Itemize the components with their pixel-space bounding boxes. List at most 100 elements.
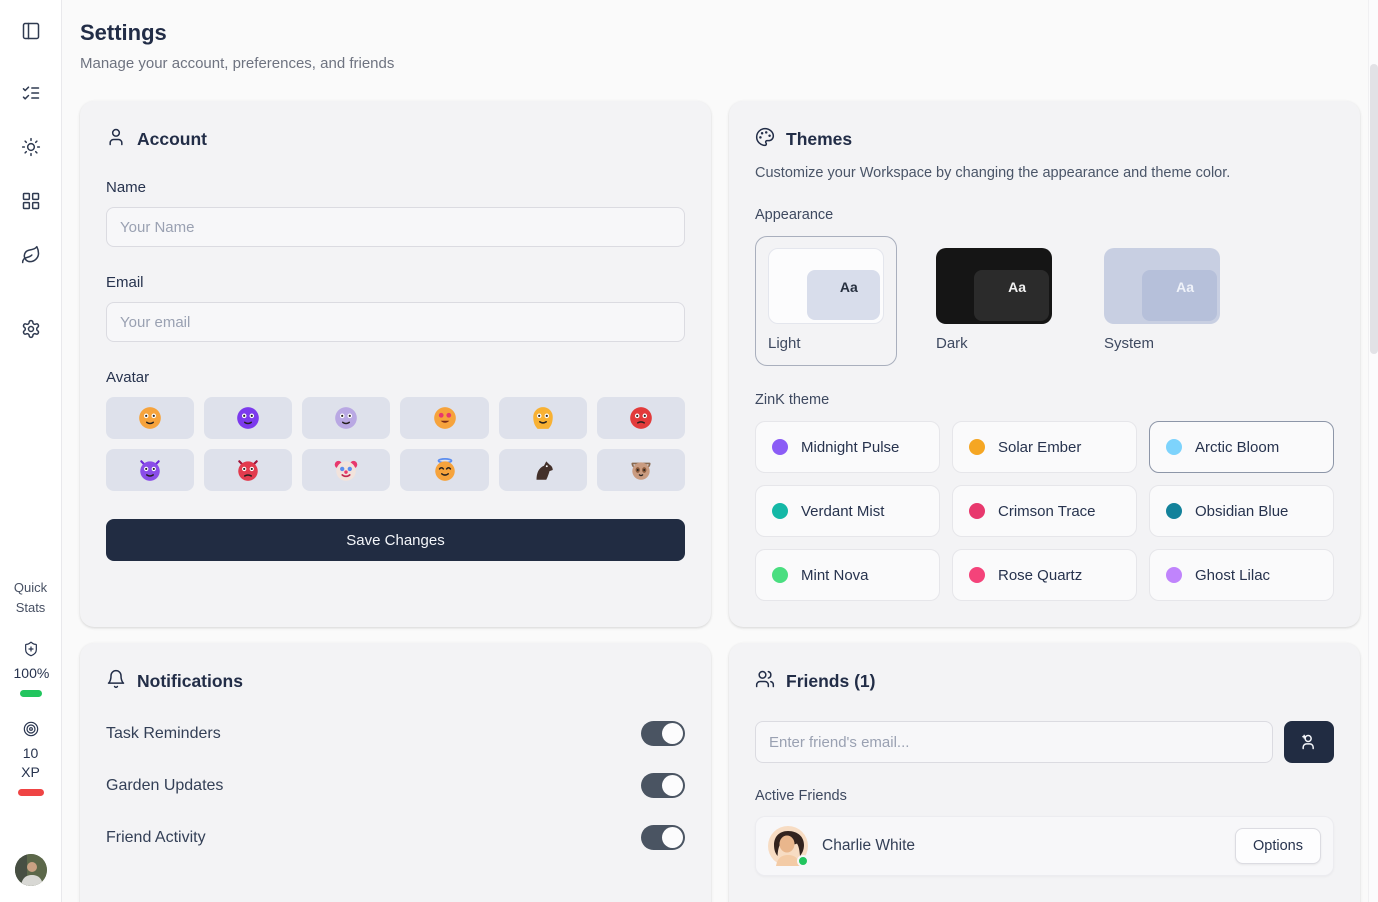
appearance-option-system[interactable]: Aa System (1091, 236, 1233, 366)
dark-theme-preview: Aa (936, 248, 1052, 324)
theme-option-obsidian-blue[interactable]: Obsidian Blue (1149, 485, 1334, 537)
health-bar (19, 690, 42, 698)
avatar-option-sloth[interactable] (596, 449, 685, 491)
active-friends-label: Active Friends (755, 788, 847, 804)
vertical-scrollbar[interactable] (1368, 0, 1378, 902)
sidebar-nav (13, 76, 49, 274)
avatar-option-thinking-face[interactable] (106, 397, 195, 439)
color-swatch (1166, 567, 1182, 583)
avatar-option-smirking-devil[interactable] (204, 397, 293, 439)
gear-icon (21, 319, 41, 342)
theme-option-label: Obsidian Blue (1195, 502, 1289, 520)
avatar-grid (106, 397, 685, 491)
friend-row-charlie-white: Charlie White Options (755, 816, 1334, 876)
health-value: 100% (13, 665, 50, 682)
appearance-option-dark[interactable]: Aa Dark (923, 236, 1065, 366)
toggle-friend-activity[interactable] (641, 825, 685, 850)
theme-option-label: Crimson Trace (998, 502, 1096, 520)
settings-cards: Account Name Email Avatar Sav (80, 101, 1360, 902)
preview-text: Aa (974, 270, 1049, 321)
sun-icon (21, 137, 41, 160)
user-photo (14, 854, 47, 886)
thinking-face-emoji (139, 407, 161, 429)
theme-option-arctic-bloom[interactable]: Arctic Bloom (1149, 421, 1334, 473)
scrollbar-thumb[interactable] (1370, 64, 1378, 354)
sidebar-toggle-button[interactable] (13, 14, 49, 50)
avatar-option-clown[interactable] (302, 449, 391, 491)
appearance-option-label: Dark (936, 335, 968, 352)
notification-label: Task Reminders (106, 724, 221, 742)
account-title: Account (137, 129, 207, 149)
bell-icon (106, 669, 126, 694)
panel-left-icon (21, 21, 41, 44)
page-header: Settings Manage your account, preference… (80, 20, 1360, 72)
theme-option-mint-nova[interactable]: Mint Nova (755, 549, 940, 601)
avatar-option-enraged-face[interactable] (596, 397, 685, 439)
toggle-garden-updates[interactable] (641, 773, 685, 798)
avatar-option-melting-face[interactable] (498, 397, 587, 439)
xp-stat: 10 XP (0, 721, 61, 796)
red-ogre-emoji (238, 460, 258, 481)
avatar-option-ghost[interactable] (302, 397, 391, 439)
user-avatar[interactable] (14, 854, 47, 886)
themes-title: Themes (786, 129, 853, 149)
avatar-option-star-struck[interactable] (400, 397, 489, 439)
toggle-task-reminders[interactable] (641, 721, 685, 746)
horse-emoji (536, 461, 553, 480)
page-title: Settings (80, 20, 167, 45)
grid-icon (21, 191, 41, 214)
shield-plus-icon (23, 642, 39, 661)
theme-option-solar-ember[interactable]: Solar Ember (952, 421, 1137, 473)
theme-option-crimson-trace[interactable]: Crimson Trace (952, 485, 1137, 537)
friend-options-button[interactable]: Options (1235, 828, 1321, 864)
theme-option-verdant-mist[interactable]: Verdant Mist (755, 485, 940, 537)
clown-emoji (335, 460, 358, 481)
theme-option-midnight-pulse[interactable]: Midnight Pulse (755, 421, 940, 473)
color-swatch (969, 439, 985, 455)
add-friend-button[interactable] (1284, 721, 1334, 763)
theme-option-rose-quartz[interactable]: Rose Quartz (952, 549, 1137, 601)
online-status-dot (797, 855, 809, 867)
name-input[interactable] (106, 207, 685, 247)
theme-option-label: Ghost Lilac (1195, 566, 1271, 584)
smirking-devil-emoji (237, 407, 260, 429)
friend-email-input[interactable] (755, 721, 1273, 763)
avatar-option-horse[interactable] (498, 449, 587, 491)
theme-option-ghost-lilac[interactable]: Ghost Lilac (1149, 549, 1334, 601)
avatar-label: Avatar (106, 369, 150, 386)
notification-label: Garden Updates (106, 776, 224, 794)
notification-row-friend-activity: Friend Activity (106, 825, 685, 850)
sidebar-item-tasks[interactable] (13, 76, 49, 112)
theme-option-label: Mint Nova (801, 566, 869, 584)
sidebar-item-weather[interactable] (13, 130, 49, 166)
avatar-option-red-ogre[interactable] (204, 449, 293, 491)
save-changes-button[interactable]: Save Changes (106, 519, 685, 561)
friends-card: Friends (1) Active Friends Cha (729, 643, 1360, 902)
theme-option-label: Midnight Pulse (801, 438, 900, 456)
appearance-option-light[interactable]: Aa Light (755, 236, 897, 366)
users-icon (755, 669, 775, 694)
avatar-option-purple-devil[interactable] (106, 449, 195, 491)
xp-value: 10 XP (21, 745, 40, 781)
toggle-knob (662, 775, 683, 796)
sidebar: Quick Stats 100% 10 XP (0, 0, 62, 902)
system-theme-preview: Aa (1104, 248, 1220, 324)
ghost-emoji (335, 407, 358, 429)
color-swatch (1166, 439, 1182, 455)
email-label: Email (106, 274, 144, 291)
themes-card: Themes Customize your Workspace by chang… (729, 101, 1360, 627)
sidebar-item-garden[interactable] (13, 238, 49, 274)
color-swatch (772, 503, 788, 519)
theme-option-label: Solar Ember (998, 438, 1082, 456)
avatar-option-angel[interactable] (400, 449, 489, 491)
sidebar-item-settings[interactable] (13, 312, 49, 348)
email-input[interactable] (106, 302, 685, 342)
notification-row-task-reminders: Task Reminders (106, 721, 685, 746)
appearance-label: Appearance (755, 207, 834, 223)
toggle-knob (662, 827, 683, 848)
melting-face-emoji (532, 407, 553, 429)
notifications-card: Notifications Task Reminders Garden Upda… (80, 643, 711, 902)
theme-option-label: Arctic Bloom (1195, 438, 1280, 456)
sidebar-item-dashboard[interactable] (13, 184, 49, 220)
user-icon (106, 127, 126, 152)
